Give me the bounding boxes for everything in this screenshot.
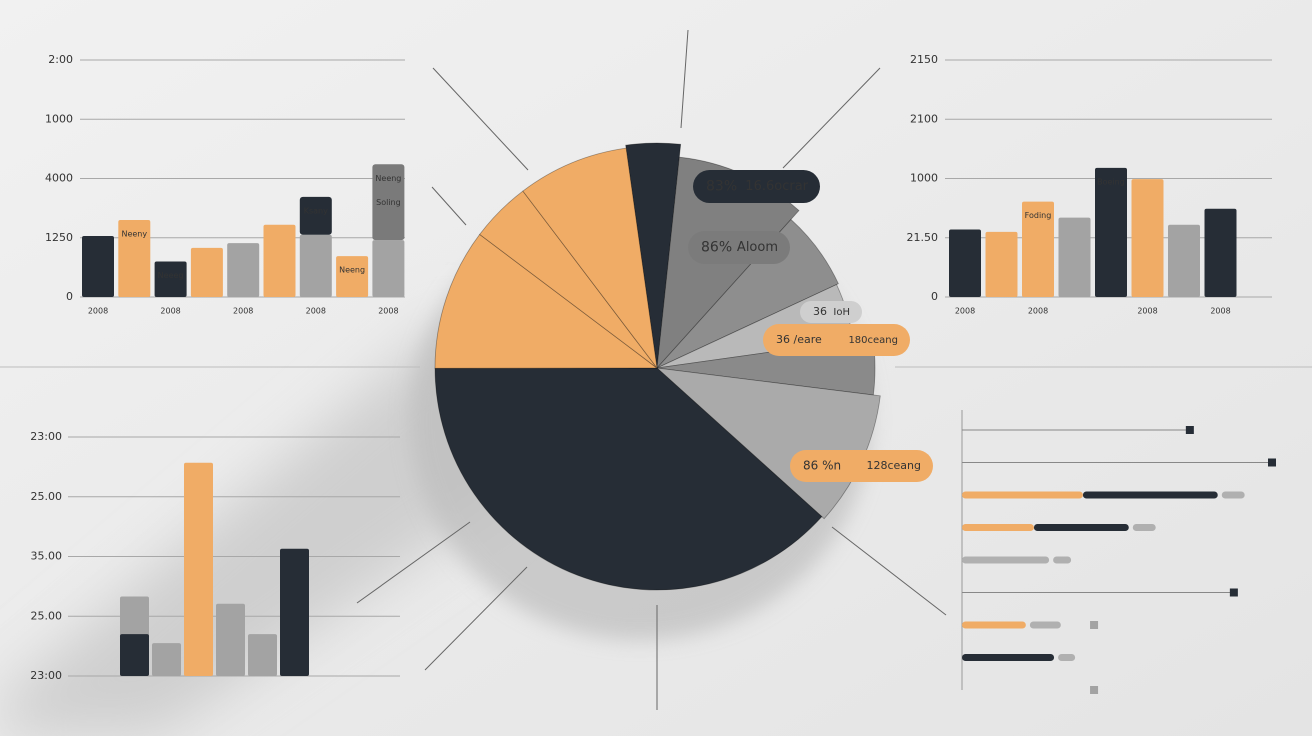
bar-segment (1033, 524, 1129, 531)
y-tick-label: 0 (931, 290, 938, 303)
pie-slice (479, 190, 658, 369)
pie-slice (656, 218, 839, 369)
bar-segment (962, 491, 1083, 499)
y-tick-label: 25.00 (31, 490, 63, 503)
annotation-text: Aloom (737, 240, 778, 255)
bar (372, 240, 405, 297)
bar-segment (962, 524, 1034, 531)
bar (263, 224, 296, 297)
bar-segment (1221, 491, 1245, 499)
bar-label: Neeng (375, 174, 401, 183)
bar-segment (1082, 491, 1218, 499)
bar-segment (1132, 524, 1156, 531)
bar (118, 219, 151, 297)
bar-label: Soling (376, 198, 401, 207)
bar (280, 548, 309, 676)
x-tick-label: 2008 (88, 307, 108, 316)
bar-overlay (120, 634, 149, 676)
bar (1131, 179, 1164, 297)
x-tick-label: 2008 (160, 307, 180, 316)
annotation-text: 128ceang (866, 459, 921, 472)
x-tick-label: 2008 (1137, 307, 1157, 316)
annotation-text: IoH (833, 307, 850, 318)
annotation-percent: 36 /eare (776, 333, 822, 346)
annotation-percent: 83% (706, 179, 737, 195)
marker (1229, 588, 1238, 597)
bar (190, 247, 223, 297)
bar (336, 256, 369, 297)
annotation-text: 16.6ocrar (745, 179, 808, 194)
y-tick-label: 21.50 (907, 231, 939, 244)
marker (1185, 426, 1194, 434)
x-tick-label: 2008 (955, 307, 975, 316)
y-tick-label: 35.00 (31, 550, 63, 563)
marker (1268, 458, 1276, 467)
marker (1090, 621, 1099, 629)
y-tick-label: 23:00 (30, 669, 62, 682)
annotation-percent: 86% (701, 240, 732, 256)
bar-segment (1053, 556, 1072, 564)
charts: 0 1250 4000 1000 2:00 2008 Neeny Neeeg 2008 2008 K… (30, 53, 1276, 694)
annotation-percent: 36 (813, 305, 827, 318)
bar-label: Neeng (339, 266, 365, 275)
bar (248, 634, 277, 676)
pie-slice (522, 147, 658, 370)
x-tick-label: 2008 (306, 307, 326, 316)
bar (1022, 201, 1054, 297)
bar-label: Foding (1025, 211, 1052, 220)
bar (985, 231, 1018, 297)
bar (227, 243, 260, 297)
annotation-text: 180ceang (848, 335, 898, 346)
x-tick-label: 2008 (233, 307, 253, 316)
annotation-pill (688, 231, 790, 264)
bar-stack-segment (299, 196, 332, 235)
bar-stack-segment (372, 164, 405, 241)
y-tick-label: 2150 (910, 53, 938, 66)
bar (1095, 167, 1127, 297)
bar-segment (962, 654, 1055, 661)
bar (1204, 208, 1237, 297)
y-tick-label: 4000 (45, 172, 73, 185)
annotation-pill (790, 450, 933, 482)
bar (152, 643, 181, 676)
bar-segment (1058, 654, 1076, 661)
annotation-percent: 86 %n (803, 459, 841, 473)
y-tick-label: 1000 (45, 112, 73, 125)
bar (1168, 224, 1200, 297)
annotation-pill (800, 301, 862, 323)
bar (299, 234, 332, 297)
bar-label: Neeny (121, 229, 147, 238)
bar-label: Boeing (1097, 177, 1125, 186)
y-tick-label: 25.00 (31, 609, 63, 622)
y-tick-label: 1250 (45, 231, 73, 244)
x-tick-label: 2008 (1210, 307, 1230, 316)
y-tick-label: 0 (66, 290, 73, 303)
bar-segment (962, 556, 1050, 564)
bar (184, 462, 213, 676)
annotation-pill (763, 324, 910, 356)
pie-slice (434, 367, 823, 591)
y-tick-label: 2100 (910, 112, 938, 125)
y-tick-label: 1000 (910, 172, 938, 185)
bar-label: Neeeg (158, 271, 184, 280)
x-tick-label: 2008 (378, 307, 398, 316)
bar (949, 229, 981, 297)
pie-slice (625, 142, 682, 369)
bar (154, 261, 187, 297)
bar (82, 235, 114, 297)
marker (1090, 686, 1099, 694)
leader-lines (356, 29, 947, 710)
annotation-pill (693, 170, 820, 203)
y-tick-label: 23:00 (30, 430, 62, 443)
y-tick-label: 2:00 (48, 53, 73, 66)
bar (216, 603, 245, 676)
bar-label: Ksany (304, 206, 328, 215)
bar-segment (1029, 621, 1061, 629)
pie-slice (434, 233, 659, 369)
bar (1058, 217, 1091, 297)
x-tick-label: 2008 (1028, 307, 1048, 316)
bar-segment (962, 621, 1026, 629)
